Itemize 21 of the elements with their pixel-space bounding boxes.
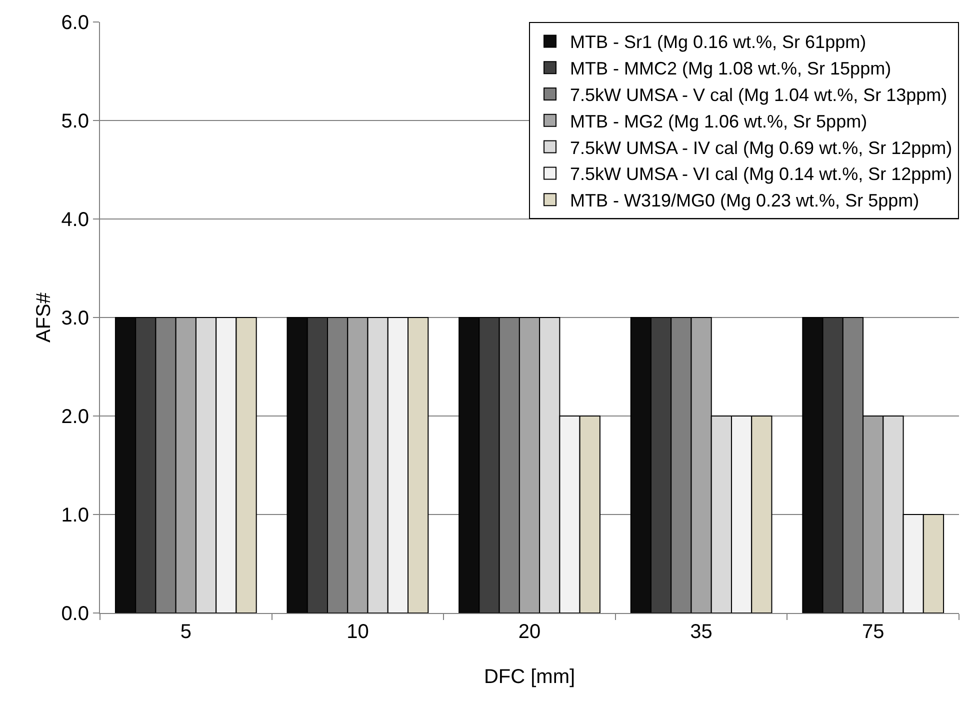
legend-label: 7.5kW UMSA - VI cal (Mg 0.14 wt.%, Sr 12ppm) — [570, 164, 952, 184]
legend-label: MTB - MMC2 (Mg 1.08 wt.%, Sr 15ppm) — [570, 58, 892, 79]
y-tick-label: 4.0 — [61, 209, 89, 231]
y-tick-label: 6.0 — [61, 12, 89, 34]
y-tick-label: 5.0 — [61, 110, 89, 132]
legend-label: MTB - MG2 (Mg 1.06 wt.%, Sr 5ppm) — [570, 111, 868, 132]
x-tick-label: 35 — [690, 621, 712, 643]
legend-label: 7.5kW UMSA - IV cal (Mg 0.69 wt.%, Sr 12ppm) — [570, 138, 952, 158]
y-tick-label: 2.0 — [61, 406, 89, 428]
legend-label: 7.5kW UMSA - V cal (Mg 1.04 wt.%, Sr 13ppm) — [570, 85, 948, 106]
x-tick-label: 20 — [518, 621, 541, 643]
legend-label: MTB - W319/MG0 (Mg 0.23 wt.%, Sr 5ppm) — [570, 190, 920, 211]
x-tick-label: 75 — [862, 621, 884, 643]
y-tick-label: 3.0 — [61, 308, 89, 330]
y-axis-title: AFS# — [33, 292, 55, 343]
x-tick-label: 5 — [180, 621, 192, 643]
y-tick-label: 0.0 — [61, 603, 89, 625]
x-axis-title: DFC [mm] — [484, 666, 576, 688]
y-tick-label: 1.0 — [61, 504, 89, 526]
x-tick-label: 10 — [346, 621, 369, 643]
legend-label: MTB - Sr1 (Mg 0.16 wt.%, Sr 61ppm) — [570, 32, 866, 52]
